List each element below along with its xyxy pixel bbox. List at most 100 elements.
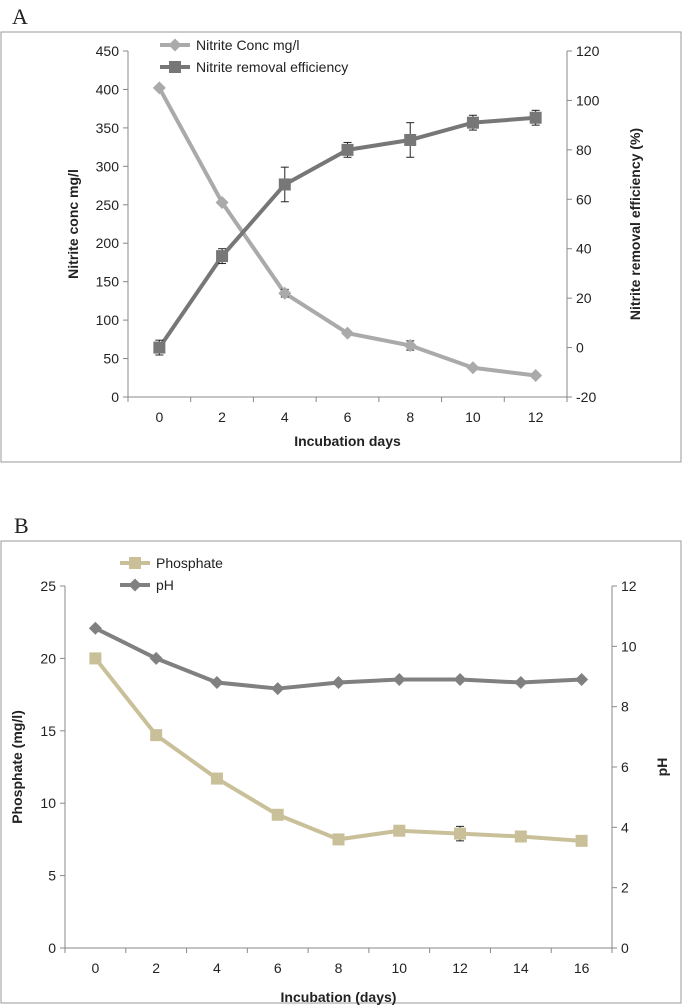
legend-swatch-marker [169,61,181,73]
data-point [278,178,291,191]
right-axis-tick-label: 6 [621,759,629,775]
x-axis-tick-label: 0 [155,409,163,425]
left-axis-tick-label: 15 [40,723,56,739]
panel-b-chart: B 0 5 10 15 20 25 0 2 4 6 8 10 12 0 2 4 6 8 10 12 14 16 Incubat… [0,513,682,1005]
right-axis-tick-label: 2 [621,880,629,896]
data-point [332,676,345,690]
data-point [88,621,102,635]
right-axis-tick-label: 8 [621,699,629,715]
legend-label: Nitrite Conc mg/l [196,37,299,53]
data-point [149,651,163,665]
x-axis-tick-label: 10 [465,409,481,425]
right-axis-tick-label: 10 [621,638,637,654]
data-point [341,143,354,156]
chart-frame [0,540,682,1004]
right-axis-tick-label: 60 [576,191,592,207]
right-axis-tick-label: 120 [576,43,600,59]
x-axis-tick-label: 4 [281,409,289,425]
left-axis-tick-label: 250 [96,197,120,213]
panel-letter: B [14,513,29,538]
data-point [514,830,527,843]
legend-swatch-marker [128,578,142,592]
left-axis-title: Phosphate (mg/l) [9,710,25,824]
legend-label: Phosphate [156,555,223,571]
data-point [404,133,417,146]
x-axis-tick-label: 2 [152,960,160,976]
x-axis-tick-label: 8 [335,960,343,976]
data-point [216,250,229,263]
data-point [210,676,224,690]
right-axis-tick-label: 0 [576,340,584,356]
data-point [152,81,166,95]
x-axis-tick-label: 12 [452,960,468,976]
data-point [575,673,589,687]
right-axis-title: Nitrite removal efficiency (%) [627,128,643,320]
data-point [332,833,345,846]
legend-swatch-marker [168,38,182,52]
legend-label: pH [156,577,174,593]
right-axis-tick-label: 80 [576,142,592,158]
right-axis-tick-label: -20 [576,389,596,405]
data-point [454,827,467,840]
right-axis-title: pH [654,758,670,777]
left-axis-tick-label: 0 [111,389,119,405]
data-point [453,673,467,687]
left-axis-tick-label: 100 [96,312,120,328]
left-axis-title: Nitrite conc mg/l [65,169,81,279]
data-point [514,676,528,690]
right-axis-tick-label: 0 [621,940,629,956]
data-point [89,652,102,665]
right-axis-tick-label: 4 [621,819,629,835]
panel-a-chart: A050100150200250300350400450-20020406080… [0,4,682,463]
data-point [529,368,543,382]
data-point [210,772,223,785]
data-point [466,361,480,375]
left-axis-tick-label: 20 [40,650,56,666]
x-axis-tick-label: 16 [574,960,590,976]
data-point [215,195,229,209]
data-point [271,682,285,696]
x-axis-tick-label: 12 [528,409,544,425]
x-axis-tick-label: 14 [513,960,529,976]
x-axis-tick-label: 8 [406,409,414,425]
right-axis-tick-label: 100 [576,92,600,108]
data-point [403,338,417,352]
left-axis-tick-label: 0 [48,940,56,956]
left-axis-tick-label: 450 [96,43,120,59]
panel-letter: A [12,4,28,29]
left-axis-tick-label: 150 [96,274,120,290]
data-point [341,326,354,340]
right-axis-tick-label: 20 [576,290,592,306]
data-point [392,673,406,687]
data-point [153,341,166,354]
left-axis-tick-label: 200 [96,235,120,251]
left-axis-tick-label: 25 [40,578,56,594]
left-axis-tick-label: 400 [96,81,120,97]
data-point [393,824,406,837]
data-point [575,834,588,847]
x-axis-title: Incubation days [294,433,401,449]
data-point [466,116,479,129]
x-axis-tick-label: 4 [213,960,221,976]
left-axis-tick-label: 50 [103,351,119,367]
data-point [278,286,292,300]
chart-frame [0,31,682,463]
left-axis-tick-label: 300 [96,158,120,174]
x-axis-tick-label: 10 [391,960,407,976]
legend-swatch-marker [129,557,141,569]
x-axis-tick-label: 2 [218,409,226,425]
x-axis-tick-label: 6 [274,960,282,976]
legend-label: Nitrite removal efficiency [196,59,348,75]
left-axis-tick-label: 10 [40,795,56,811]
left-axis-tick-label: 5 [48,868,56,884]
x-axis-tick-label: 0 [91,960,99,976]
data-point [150,729,163,742]
x-axis-tick-label: 6 [344,409,352,425]
left-axis-tick-label: 350 [96,120,120,136]
right-axis-tick-label: 12 [621,578,637,594]
data-point [529,111,542,124]
x-axis-title: Incubation (days) [281,989,397,1005]
right-axis-tick-label: 40 [576,241,592,257]
data-point [271,808,284,821]
